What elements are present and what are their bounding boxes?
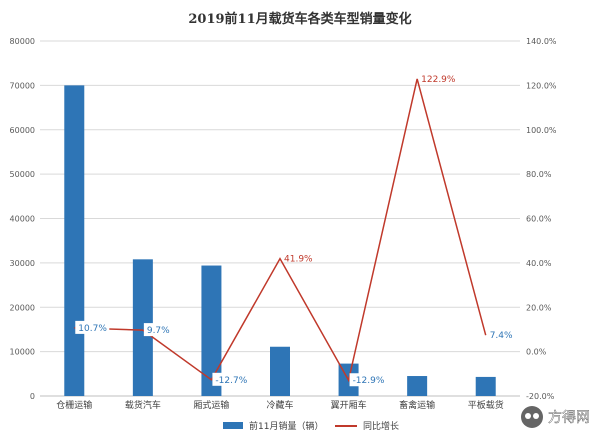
left-axis-tick-label: 20000 [10, 303, 35, 312]
bar [132, 259, 153, 396]
growth-data-label: 7.4% [490, 331, 513, 341]
data-label-background [212, 372, 253, 386]
left-axis-tick-label: 80000 [10, 37, 35, 46]
growth-data-label: 9.7% [147, 326, 170, 336]
right-axis-tick-label: 40.0% [526, 259, 552, 268]
left-axis-ticks: 0 10000 20000 30000 40000 50000 60000 70000 8000… [10, 37, 35, 401]
bar [201, 265, 222, 396]
right-axis-tick-label: 100.0% [526, 126, 557, 135]
growth-data-label: 122.9% [421, 75, 456, 85]
right-axis-tick-label: 80.0% [526, 170, 552, 179]
growth-data-labels: 10.7% 9.7% -12.7% 41.9% -12.9% 122.9% 7.4% [75, 75, 516, 387]
bar [270, 346, 290, 396]
growth-data-label: -12.9% [353, 376, 385, 386]
watermark: 方得网 [521, 406, 590, 428]
legend-swatch-bars [223, 422, 243, 429]
right-axis-tick-label: -20.0% [526, 392, 555, 401]
growth-data-label: 10.7% [78, 324, 107, 334]
left-axis-tick-label: 0 [30, 392, 35, 401]
bar [407, 376, 428, 396]
right-axis-ticks: -20.0% 0.0% 20.0% 40.0% 60.0% 80.0% 100.0% 120.… [526, 37, 557, 401]
data-label-background [143, 323, 173, 337]
category-label: 载货汽车 [125, 399, 161, 411]
growth-data-label: -12.7% [215, 376, 247, 386]
data-label-background [486, 328, 516, 342]
left-axis-tick-label: 50000 [10, 170, 35, 179]
chart-title: 2019前11月载货车各类车型销量变化 [188, 11, 411, 27]
watermark-logo-dot [533, 413, 539, 419]
right-axis-tick-label: 120.0% [526, 81, 557, 90]
legend: 前11月销量（辆） 同比增长 [223, 420, 399, 432]
left-axis-tick-label: 60000 [10, 126, 35, 135]
watermark-logo-icon [521, 406, 543, 428]
category-labels: 仓栅运输 载货汽车 厢式运输 冷藏车 翼开厢车 畜禽运输 平板载货 [56, 399, 503, 411]
category-label: 畜禽运输 [399, 399, 435, 411]
data-label-background [349, 373, 390, 387]
legend-label-line: 同比增长 [363, 420, 399, 432]
data-label-background [75, 320, 110, 334]
category-label: 翼开厢车 [331, 399, 367, 411]
category-label: 厢式运输 [193, 399, 229, 411]
growth-line [74, 78, 487, 383]
category-label: 仓栅运输 [56, 399, 92, 411]
left-axis-tick-label: 70000 [10, 81, 35, 90]
watermark-text: 方得网 [548, 409, 590, 426]
left-axis-tick-label: 40000 [10, 215, 35, 224]
category-label: 冷藏车 [266, 399, 293, 411]
right-axis-tick-label: 20.0% [526, 303, 552, 312]
category-label: 平板载货 [468, 399, 504, 411]
watermark-logo-dot [525, 413, 531, 419]
right-axis-tick-label: 0.0% [526, 348, 547, 357]
left-axis-tick-label: 10000 [10, 348, 35, 357]
growth-data-label: 41.9% [284, 255, 313, 265]
right-axis-tick-label: 140.0% [526, 37, 557, 46]
legend-label-bars: 前11月销量（辆） [249, 420, 323, 432]
left-axis-tick-label: 30000 [10, 259, 35, 268]
bar [64, 85, 85, 396]
bar [475, 376, 496, 396]
gridlines [40, 40, 520, 397]
right-axis-tick-label: 60.0% [526, 215, 552, 224]
